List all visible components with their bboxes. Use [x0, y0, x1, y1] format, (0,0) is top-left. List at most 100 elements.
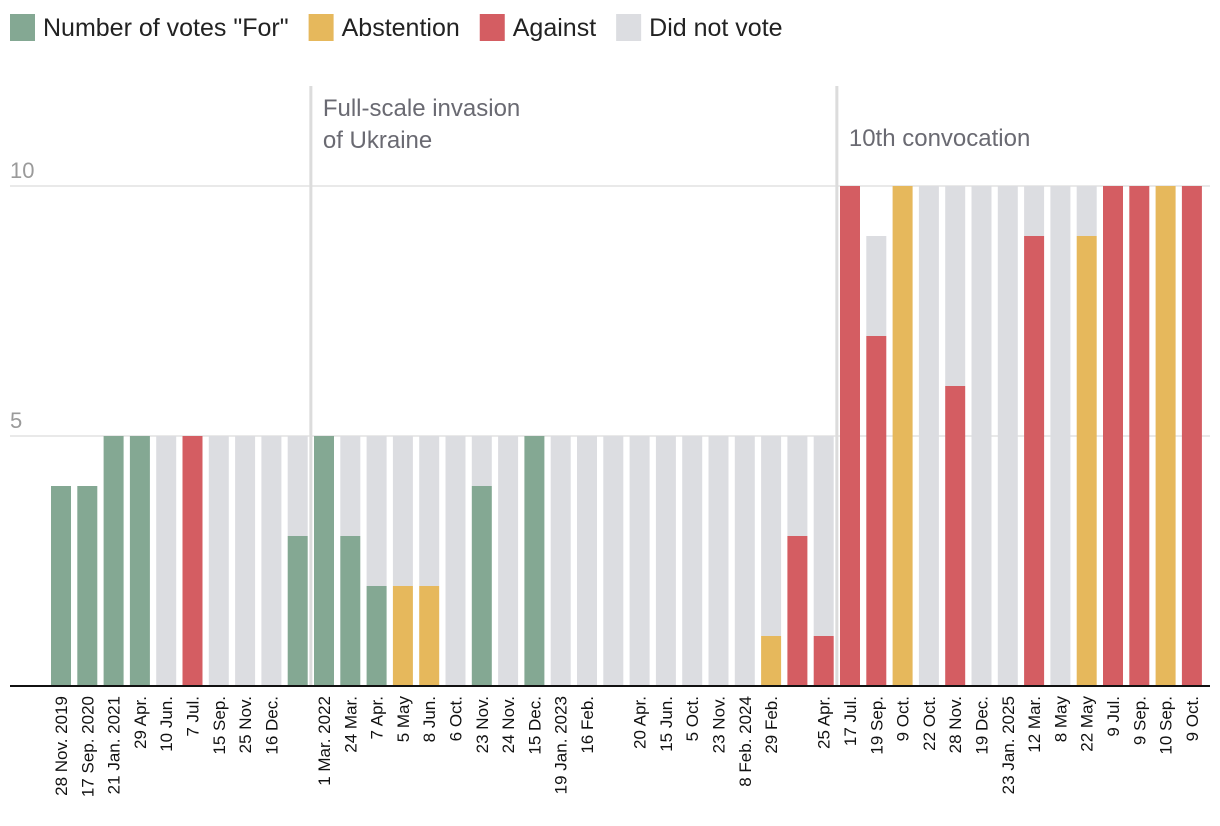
bars: [51, 186, 1202, 686]
x-tick-label: 19 Dec.: [973, 696, 992, 755]
x-tick-label: 9 Sep.: [1130, 696, 1149, 745]
bar-segment-did-not-vote: [682, 436, 703, 686]
bar-segment-did-not-vote: [603, 436, 624, 686]
separators: [309, 86, 839, 686]
bar-segment-did-not-vote: [235, 436, 256, 686]
bar-segment-against: [787, 536, 808, 686]
x-tick-label: 15 Jun.: [657, 696, 676, 752]
bar-segment-against: [1129, 186, 1150, 686]
x-tick-label: 24 Nov.: [499, 696, 518, 753]
bar-segment-did-not-vote: [655, 436, 676, 686]
x-tick-label: 5 May: [394, 696, 413, 743]
bar-segment-did-not-vote: [734, 436, 755, 686]
x-tick-label: 12 Mar.: [1025, 696, 1044, 753]
x-tick-label: 22 May: [1078, 696, 1097, 752]
x-tick-label: 19 Jan. 2023: [552, 696, 571, 794]
bar-segment-did-not-vote: [577, 436, 597, 686]
x-tick-label: 6 Oct.: [447, 696, 466, 741]
bar-segment-for: [366, 586, 387, 686]
legend-swatch-against: [479, 14, 505, 41]
x-tick-label: 22 Oct.: [920, 696, 939, 751]
y-tick-label: 5: [10, 408, 22, 433]
bar-segment-did-not-vote: [629, 436, 650, 686]
bar-segment-did-not-vote: [340, 436, 361, 536]
annotations: Full-scale invasion of Ukraine 10th convoc…: [323, 95, 1030, 154]
bar-segment-did-not-vote: [1024, 186, 1045, 236]
bar-segment-did-not-vote: [445, 436, 466, 686]
bar-segment-for: [524, 436, 545, 686]
bar-segment-did-not-vote: [813, 436, 834, 636]
bar-segment-abstention: [419, 586, 440, 686]
legend-label-against: Against: [513, 14, 596, 42]
bar-segment-did-not-vote: [419, 436, 440, 586]
x-tick-label: 7 Jul.: [184, 696, 203, 737]
bar-segment-against: [945, 386, 966, 686]
legend-label-abstention: Abstention: [342, 14, 460, 42]
x-tick-label: 17 Jul.: [841, 696, 860, 746]
bar-segment-did-not-vote: [918, 186, 939, 686]
x-tick-label: 24 Mar.: [341, 696, 360, 753]
bar-segment-for: [314, 436, 334, 686]
bar-segment-abstention: [892, 186, 913, 686]
bar-segment-did-not-vote: [392, 436, 413, 586]
x-tick-label: 16 Feb.: [578, 696, 597, 754]
bar-segment-did-not-vote: [971, 186, 992, 686]
x-tick-label: 29 Feb.: [762, 696, 781, 754]
x-tick-label: 23 Nov.: [710, 696, 729, 753]
x-tick-label: 10 Sep.: [1157, 696, 1176, 755]
bar-segment-against: [840, 186, 860, 686]
bar-segment-against: [1024, 236, 1045, 686]
bar-segment-did-not-vote: [287, 436, 308, 536]
x-tick-label: 8 Jun.: [420, 696, 439, 742]
x-tick-label: 17 Sep. 2020: [78, 696, 97, 797]
bar-segment-abstention: [392, 586, 413, 686]
y-tick-label: 10: [10, 158, 34, 183]
bar-segment-for: [340, 536, 361, 686]
bar-segment-for: [287, 536, 308, 686]
x-tick-label: 25 Apr.: [815, 696, 834, 749]
bar-segment-did-not-vote: [997, 186, 1018, 686]
bar-segment-for: [471, 486, 492, 686]
bar-segment-did-not-vote: [787, 436, 808, 536]
bar-segment-did-not-vote: [498, 436, 519, 686]
legend-label-for: Number of votes "For": [43, 14, 289, 42]
x-tick-label: 9 Oct.: [894, 696, 913, 741]
x-tick-label: 1 Mar. 2022: [315, 696, 334, 786]
annotation-text: of Ukraine: [323, 127, 432, 154]
bar-segment-did-not-vote: [366, 436, 387, 586]
bar-segment-abstention: [1076, 236, 1097, 686]
x-tick-label: 21 Jan. 2021: [105, 696, 124, 794]
legend-label-did_not_vote: Did not vote: [649, 14, 782, 42]
x-tick-label: 10 Jun.: [157, 696, 176, 752]
bar-segment-did-not-vote: [945, 186, 966, 386]
bar-segment-against: [1103, 186, 1123, 686]
bar-segment-did-not-vote: [866, 236, 887, 336]
annotation-text: 10th convocation: [849, 125, 1030, 152]
bar-segment-against: [182, 436, 203, 686]
bar-segment-against: [1181, 186, 1202, 686]
bar-segment-did-not-vote: [261, 436, 282, 686]
x-tick-label: 23 Jan. 2025: [999, 696, 1018, 794]
x-tick-label: 8 May: [1051, 696, 1070, 743]
bar-segment-did-not-vote: [708, 436, 729, 686]
x-tick-label: 19 Sep.: [867, 696, 886, 755]
x-tick-label: 15 Sep.: [210, 696, 229, 755]
bar-segment-abstention: [1155, 186, 1176, 686]
x-tick-label: 16 Dec.: [262, 696, 281, 755]
legend: Number of votes "For" Abstention Against Di…: [10, 14, 783, 42]
x-tick-label: 9 Oct.: [1183, 696, 1202, 741]
bar-segment-for: [51, 486, 71, 686]
bar-segment-for: [77, 486, 98, 686]
x-tick-label: 25 Nov.: [236, 696, 255, 753]
bar-segment-against: [813, 636, 834, 686]
bar-segment-did-not-vote: [761, 436, 782, 636]
legend-swatch-for: [10, 14, 35, 41]
legend-swatch-did_not_vote: [616, 14, 642, 41]
x-tick-label: 8 Feb. 2024: [736, 696, 755, 787]
bar-segment-for: [103, 436, 124, 686]
bar-segment-did-not-vote: [550, 436, 571, 686]
x-tick-label: 5 Oct.: [683, 696, 702, 741]
bar-segment-did-not-vote: [156, 436, 177, 686]
x-tick-labels: 28 Nov. 2019 17 Sep. 2020 21 Jan. 2021 29 A…: [52, 696, 1202, 798]
